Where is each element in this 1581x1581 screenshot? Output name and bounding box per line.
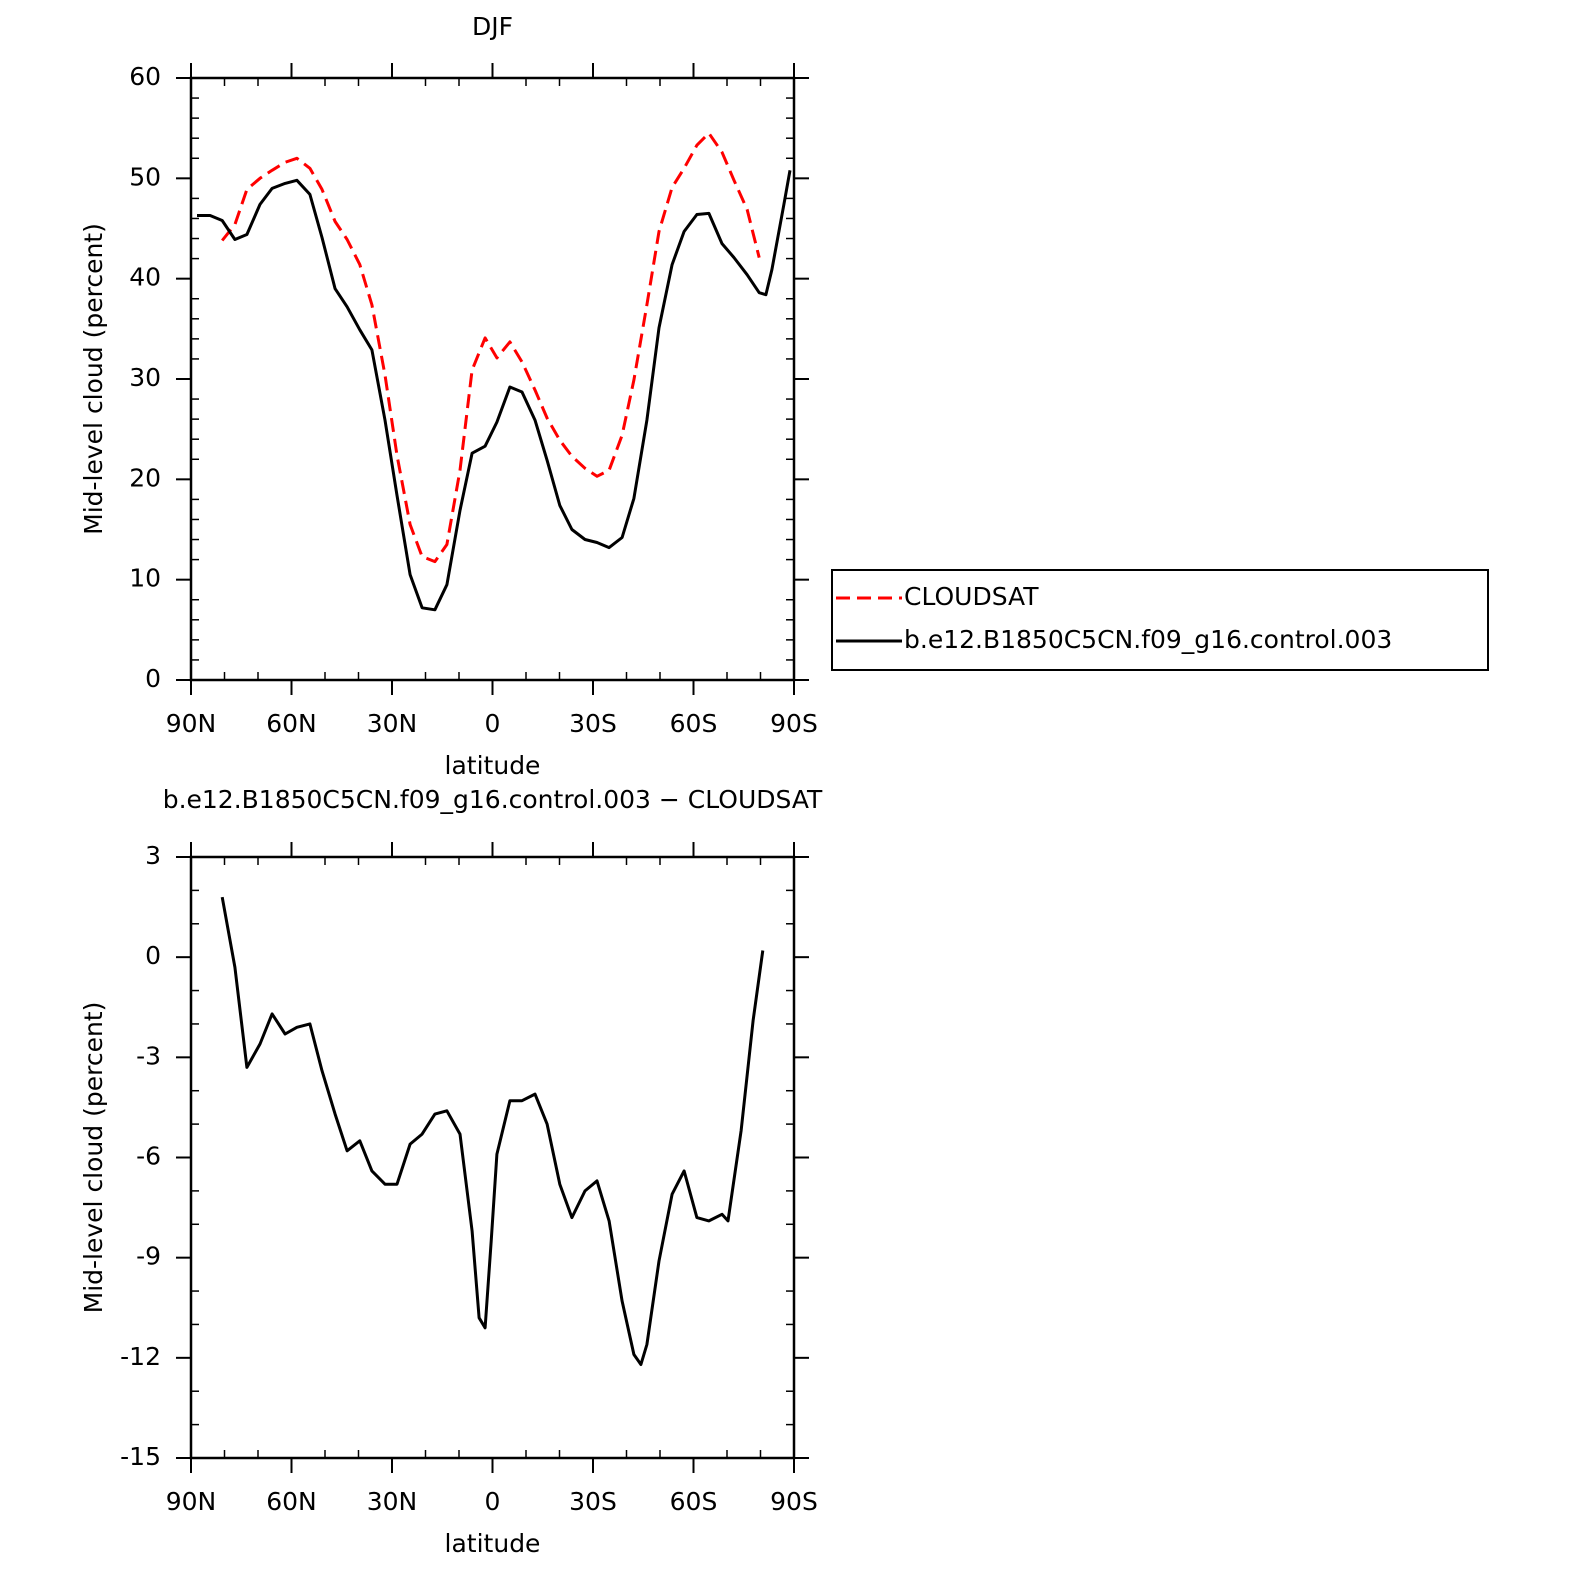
- legend-label: b.e12.B1850C5CN.f09_g16.control.003: [904, 625, 1392, 654]
- x-tick-label: 90S: [770, 709, 818, 738]
- y-tick-label: 40: [129, 263, 161, 292]
- y-tick-label: -9: [136, 1242, 161, 1271]
- series-line: [220, 896, 765, 1366]
- series-line: [221, 131, 761, 564]
- x-tick-label: 0: [485, 1487, 501, 1516]
- y-tick-label: 0: [145, 941, 161, 970]
- y-tick-label: 30: [129, 363, 161, 392]
- y-axis-label: Mid-level cloud (percent): [79, 223, 108, 535]
- x-tick-label: 30N: [367, 1487, 418, 1516]
- legend-box: [831, 569, 1489, 671]
- plot-frame: [189, 76, 796, 682]
- plot-frame: [189, 855, 796, 1460]
- y-tick-label: 20: [129, 463, 161, 492]
- x-tick-label: 0: [485, 709, 501, 738]
- y-tick-label: -12: [120, 1342, 161, 1371]
- y-tick-label: 60: [129, 62, 161, 91]
- x-tick-label: 90S: [770, 1487, 818, 1516]
- series-line: [197, 170, 792, 612]
- chart-title: b.e12.B1850C5CN.f09_g16.control.003 − CL…: [163, 785, 823, 814]
- x-tick-label: 60S: [670, 709, 718, 738]
- y-tick-label: -6: [136, 1142, 161, 1171]
- x-tick-label: 60N: [266, 1487, 317, 1516]
- x-axis-label: latitude: [445, 1529, 541, 1558]
- y-axis-label: Mid-level cloud (percent): [79, 1002, 108, 1314]
- x-tick-label: 30S: [569, 709, 617, 738]
- y-tick-label: -3: [136, 1041, 161, 1070]
- legend-label: CLOUDSAT: [904, 582, 1039, 611]
- x-axis-label: latitude: [445, 751, 541, 780]
- x-tick-label: 60N: [266, 709, 317, 738]
- x-tick-label: 90N: [166, 709, 217, 738]
- y-tick-label: 0: [145, 664, 161, 693]
- y-tick-label: -15: [120, 1442, 161, 1471]
- y-tick-label: 3: [145, 841, 161, 870]
- x-tick-label: 30N: [367, 709, 418, 738]
- chart-title: DJF: [472, 12, 513, 41]
- x-tick-label: 60S: [670, 1487, 718, 1516]
- x-tick-label: 90N: [166, 1487, 217, 1516]
- y-tick-label: 10: [129, 564, 161, 593]
- x-tick-label: 30S: [569, 1487, 617, 1516]
- y-tick-label: 50: [129, 162, 161, 191]
